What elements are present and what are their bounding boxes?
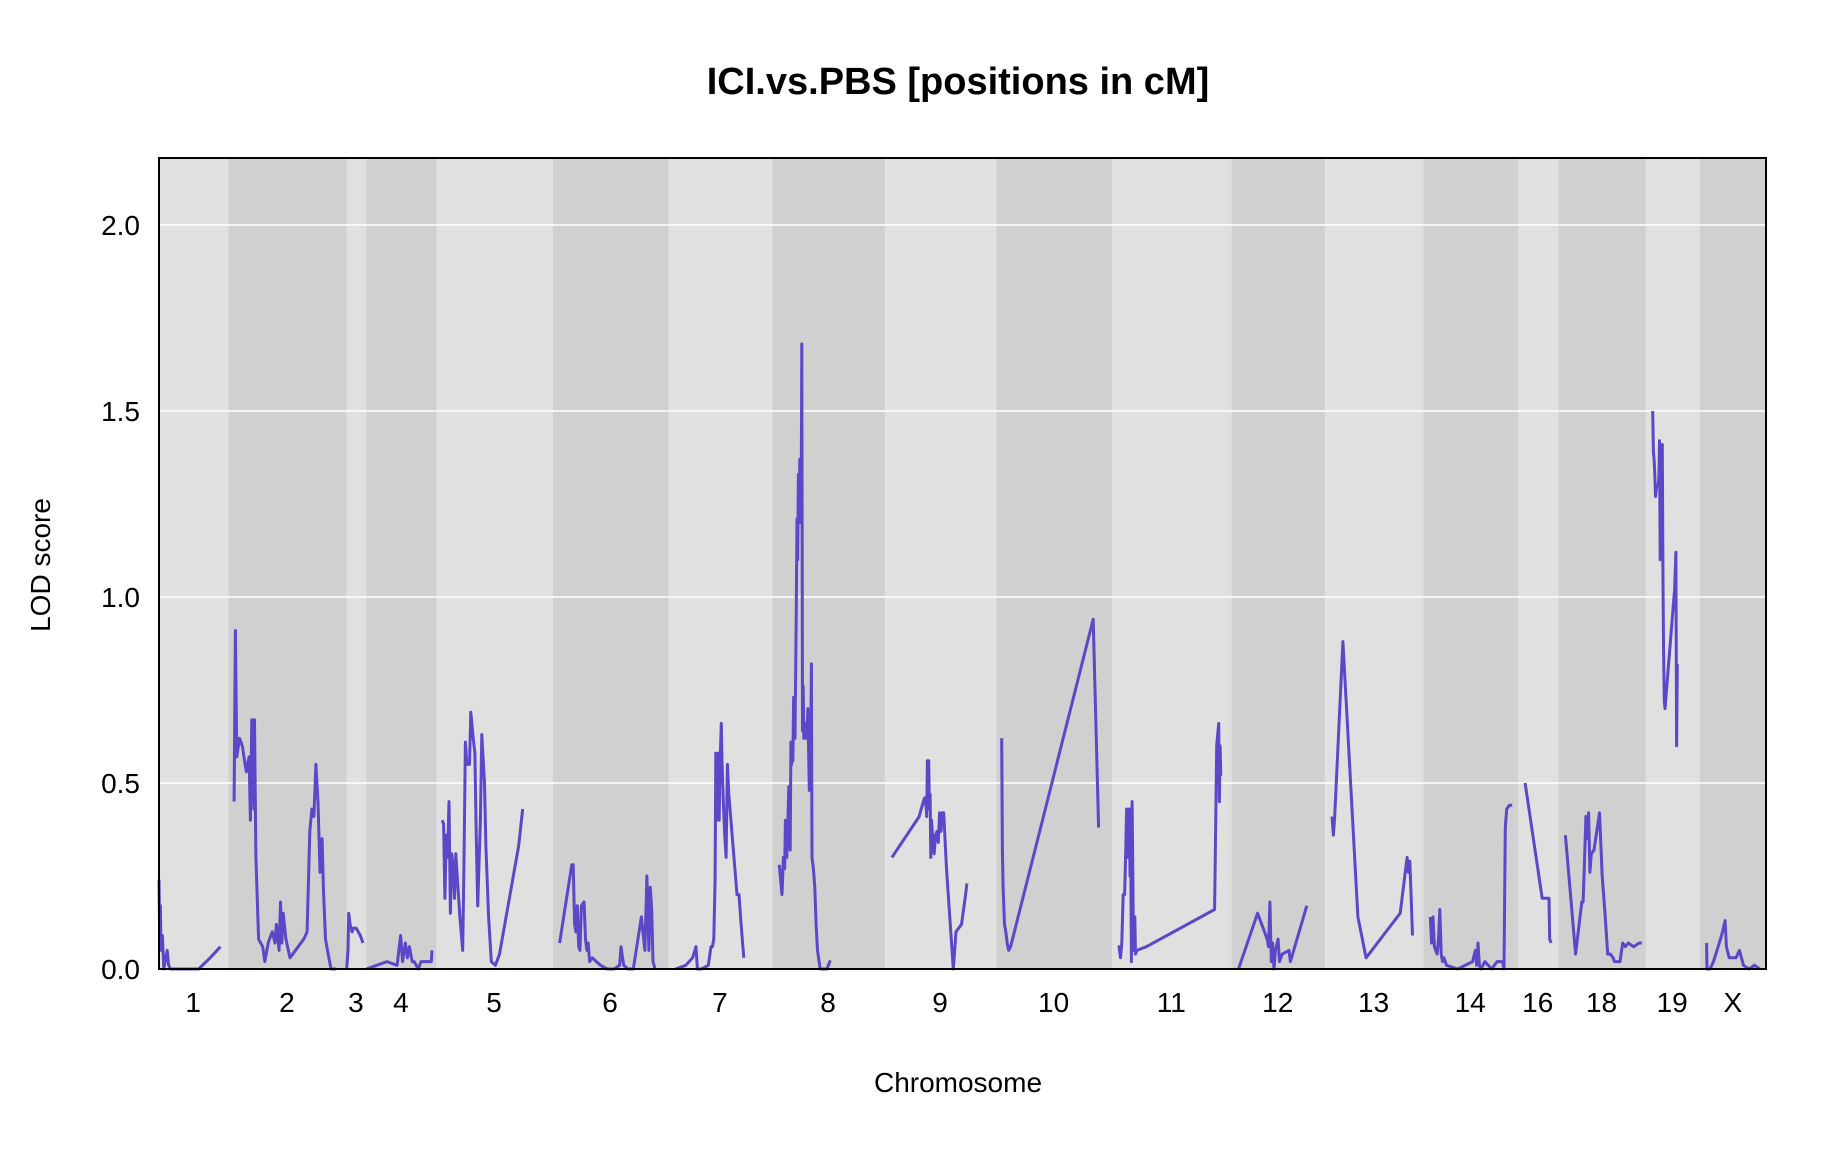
lod-line-chr-3 [345,911,365,970]
chart-title: ICI.vs.PBS [positions in cM] [707,61,1210,103]
x-axis: 1 2 3 4 5 6 7 8 9 10 11 12 13 14 16 18 19 X [185,987,1742,1018]
x-tick-label-19: 19 [1657,987,1688,1018]
y-tick-label: 1.0 [101,582,140,613]
y-tick-label: 1.5 [101,396,140,427]
lod-line-chr-11 [1117,722,1223,964]
x-tick-label-x: X [1724,987,1743,1018]
chromosome-band-7 [668,158,773,969]
chromosome-band-5 [436,158,553,969]
x-tick-label-14: 14 [1455,987,1486,1018]
lod-line-chr-16 [1523,782,1553,944]
chromosome-band-x [1699,158,1766,969]
chromosome-band-12 [1231,158,1326,969]
lod-line-chr-9 [890,759,969,971]
chromosome-band-10 [996,158,1113,969]
y-tick-label: 2.0 [101,210,140,241]
lod-line-chr-2 [232,629,337,971]
x-tick-label-3: 3 [348,987,364,1018]
chromosome-band-14 [1423,158,1519,969]
y-tick-label: 0.0 [101,954,140,985]
x-tick-label-7: 7 [712,987,728,1018]
x-tick-label-10: 10 [1038,987,1069,1018]
lod-line-chr-18 [1563,811,1642,964]
x-tick-label-11: 11 [1157,987,1186,1018]
lod-line-chr-13 [1330,640,1414,960]
chromosome-band-2 [228,158,347,969]
chromosome-bands [159,158,1766,969]
x-tick-label-13: 13 [1358,987,1389,1018]
x-tick-label-8: 8 [820,987,836,1018]
chromosome-band-9 [885,158,997,969]
lod-curve [157,342,1761,971]
chromosome-band-16 [1518,158,1559,969]
x-tick-label-18: 18 [1586,987,1617,1018]
y-axis-label: LOD score [25,498,56,632]
lod-line-chr-5 [440,710,525,967]
y-axis: 0.0 0.5 1.0 1.5 2.0 [101,210,140,985]
lod-line-chr-10 [1000,617,1101,952]
lod-line-chr-14 [1428,803,1513,971]
chromosome-band-18 [1558,158,1646,969]
lod-line-chr-8 [777,342,832,971]
x-tick-label-2: 2 [279,987,295,1018]
plot-frame [158,157,1767,970]
lod-line-chr-12 [1237,900,1309,971]
lod-line-chr-6 [558,863,657,971]
lod-line-chr-19 [1651,410,1679,748]
x-tick-label-4: 4 [393,987,409,1018]
x-tick-label-6: 6 [602,987,618,1018]
x-axis-label: Chromosome [874,1067,1042,1098]
x-tick-label-9: 9 [932,987,948,1018]
chromosome-band-3 [346,158,367,969]
x-tick-label-1: 1 [185,987,201,1018]
chromosome-band-13 [1325,158,1424,969]
lod-line-chr-x [1705,919,1761,971]
x-tick-label-5: 5 [486,987,502,1018]
y-tick-label: 0.5 [101,768,140,799]
lod-line-chr-4 [365,934,434,971]
x-tick-label-16: 16 [1522,987,1553,1018]
chromosome-band-4 [366,158,437,969]
chromosome-band-1 [159,158,229,969]
chromosome-band-6 [552,158,669,969]
x-tick-label-12: 12 [1262,987,1293,1018]
chromosome-band-19 [1645,158,1700,969]
